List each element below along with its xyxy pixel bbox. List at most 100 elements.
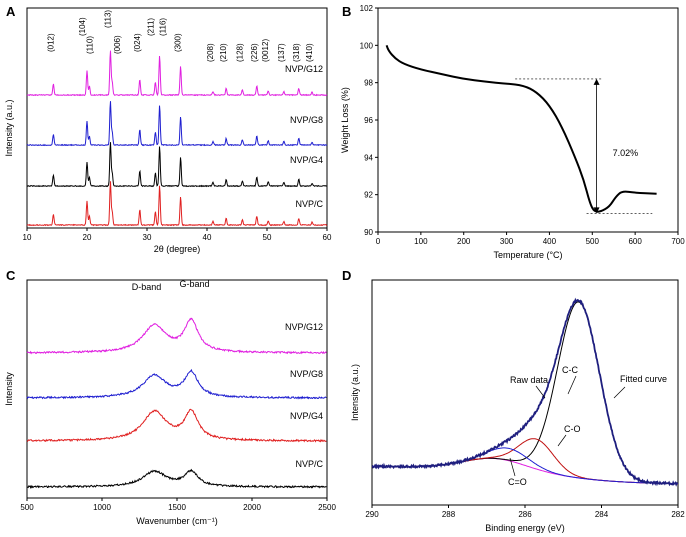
- panel-d-x-tick-label: 288: [442, 510, 456, 519]
- panel-a-series-nvp-g12: [26, 50, 328, 97]
- panel-b-y-tick-label: 90: [364, 228, 373, 237]
- panel-a-reflection-label: (226): [250, 43, 259, 62]
- panel-b-y-tick-label: 102: [360, 4, 374, 13]
- panel-c-x-tick-label: 2000: [243, 503, 261, 512]
- panel-d-cc-label: C-C: [562, 365, 578, 375]
- panel-a-series-nvp-c: [26, 181, 328, 227]
- panel-a-series-label: NVP/C: [295, 199, 323, 209]
- panel-d-x-axis-label: Binding energy (eV): [485, 523, 565, 533]
- panel-a-x-tick-label: 40: [203, 233, 212, 242]
- panel-b-x-axis-label: Temperature (°C): [493, 250, 562, 260]
- panel-a-x-tick-label: 30: [143, 233, 152, 242]
- panel-a-reflection-label: (0012): [261, 39, 270, 62]
- panel-b-y-tick-label: 94: [364, 153, 373, 162]
- panel-b-y-axis-label: Weight Loss (%): [340, 87, 350, 153]
- panel-a-reflection-label: (113): [103, 10, 112, 28]
- panel-a-series-label: NVP/G4: [290, 155, 323, 165]
- panel-d-x-tick-label: 284: [595, 510, 609, 519]
- panel-d-ceqo-label: C=O: [508, 477, 527, 487]
- panel-d-ceqo-pointer: [509, 457, 516, 477]
- panel-d-fitted-pointer: [613, 386, 626, 399]
- panel-b-y-tick-label: 98: [364, 79, 373, 88]
- panel-a-y-axis-label: Intensity (a.u.): [4, 99, 14, 156]
- panel-c-y-axis-label: Intensity: [4, 372, 14, 406]
- panel-a-reflection-label: (300): [174, 33, 183, 52]
- panel-a-x-tick-label: 10: [23, 233, 32, 242]
- panel-c-series-label: NVP/C: [295, 459, 323, 469]
- panel-c-series-nvp-g12: [26, 317, 327, 355]
- panel-d-raw-data-label: Raw data: [510, 375, 548, 385]
- panel-b-x-tick-label: 600: [628, 237, 642, 246]
- panel-c-g-band-label: G-band: [179, 279, 209, 289]
- panel-b-y-tick-label: 100: [360, 41, 374, 50]
- panel-a-series-label: NVP/G12: [285, 64, 323, 74]
- panel-c-series-nvp-g8: [26, 368, 327, 400]
- panel-c-frame: [26, 279, 328, 499]
- panel-b-arrow-head-top: [593, 78, 600, 85]
- panel-a-reflection-label: (318): [292, 43, 301, 62]
- panel-a-reflection-label: (137): [277, 43, 286, 62]
- panel-a-reflection-label: (128): [235, 43, 244, 62]
- panel-c-x-axis-label: Wavenumber (cm⁻¹): [136, 516, 217, 526]
- panel-c-raman: 500 1000 1500 2000 2500 Wavenumber (cm⁻¹) Inte…: [4, 279, 336, 526]
- panel-d-x-tick-label: 286: [518, 510, 532, 519]
- panel-a-series-nvp-g4: [26, 142, 328, 188]
- panel-b-x-tick-label: 200: [457, 237, 471, 246]
- panel-letter-c: C: [6, 268, 16, 283]
- panel-d-frame: [371, 279, 679, 506]
- panel-c-series-nvp-c: [26, 468, 327, 489]
- panel-a-reflection-label: (024): [133, 33, 142, 52]
- panel-b-y-tick-label: 92: [364, 191, 373, 200]
- panel-a-frame: [26, 7, 328, 229]
- panel-d-xps: 290 288 286 284 282 Binding energy (eV) Intens…: [350, 279, 685, 533]
- panel-a-series-nvp-g8: [26, 101, 328, 147]
- panel-a-reflection-label: (110): [85, 36, 94, 54]
- panel-letter-a: A: [6, 4, 16, 19]
- panel-d-x-tick-label: 282: [671, 510, 685, 519]
- panel-a-x-tick-label: 60: [323, 233, 332, 242]
- panel-b-x-tick-label: 100: [414, 237, 428, 246]
- panel-b-tga-curve: [385, 44, 657, 213]
- panel-d-raw-data-curve: [371, 297, 678, 487]
- panel-a-reflection-label: (116): [159, 18, 168, 36]
- panel-b-frame: [377, 7, 679, 233]
- panel-a-series-label: NVP/G8: [290, 115, 323, 125]
- panel-c-series-nvp-g4: [26, 408, 327, 443]
- panel-b-y-tick-label: 96: [364, 116, 373, 125]
- panel-a-reflection-label: (006): [113, 35, 122, 54]
- panel-c-series-label: NVP/G12: [285, 322, 323, 332]
- panel-a-x-tick-label: 20: [83, 233, 92, 242]
- panel-b-x-tick-label: 700: [671, 237, 685, 246]
- panel-a-reflection-label: (104): [78, 17, 87, 36]
- panel-c-series-label: NVP/G4: [290, 411, 323, 421]
- panel-d-fitted-label: Fitted curve: [620, 374, 667, 384]
- panel-c-x-tick-label: 2500: [318, 503, 336, 512]
- panel-a-x-tick-label: 50: [263, 233, 272, 242]
- panel-a-reflection-label: (211): [146, 18, 155, 36]
- panel-a-x-axis-label: 2θ (degree): [154, 244, 201, 254]
- panel-a-xrd: 10 20 30 40 50 60 2θ (degree) Intensity (a.u.) N…: [4, 7, 332, 254]
- panel-b-x-tick-label: 400: [543, 237, 557, 246]
- panel-b-tga: 0 100 200 300 400 500 600 700 90 92 94 96 98 100 102 Te…: [340, 4, 685, 260]
- panel-b-x-tick-label: 500: [586, 237, 600, 246]
- panel-a-reflection-label: (012): [46, 33, 55, 52]
- panel-d-x-tick-label: 290: [365, 510, 379, 519]
- panel-d-co-label: C-O: [564, 424, 581, 434]
- panel-a-reflection-label: (208): [206, 43, 215, 62]
- panel-b-weight-loss-label: 7.02%: [613, 148, 639, 158]
- panel-b-x-tick-label: 0: [376, 237, 381, 246]
- panel-d-y-axis-label: Intensity (a.u.): [350, 364, 360, 421]
- panel-c-x-tick-label: 500: [20, 503, 34, 512]
- panel-c-x-tick-label: 1000: [93, 503, 111, 512]
- panel-letter-b: B: [342, 4, 351, 19]
- panel-b-arrow-head-bottom: [593, 207, 600, 214]
- panel-c-series-label: NVP/G8: [290, 369, 323, 379]
- panel-a-reflection-label: (410): [305, 43, 314, 62]
- panel-letter-d: D: [342, 268, 351, 283]
- panel-c-x-tick-label: 1500: [168, 503, 186, 512]
- panel-a-reflection-label: (210): [219, 43, 228, 62]
- panel-c-d-band-label: D-band: [132, 282, 162, 292]
- panel-d-raw-data-pointer: [535, 385, 546, 399]
- panel-d-co-pointer: [557, 434, 567, 447]
